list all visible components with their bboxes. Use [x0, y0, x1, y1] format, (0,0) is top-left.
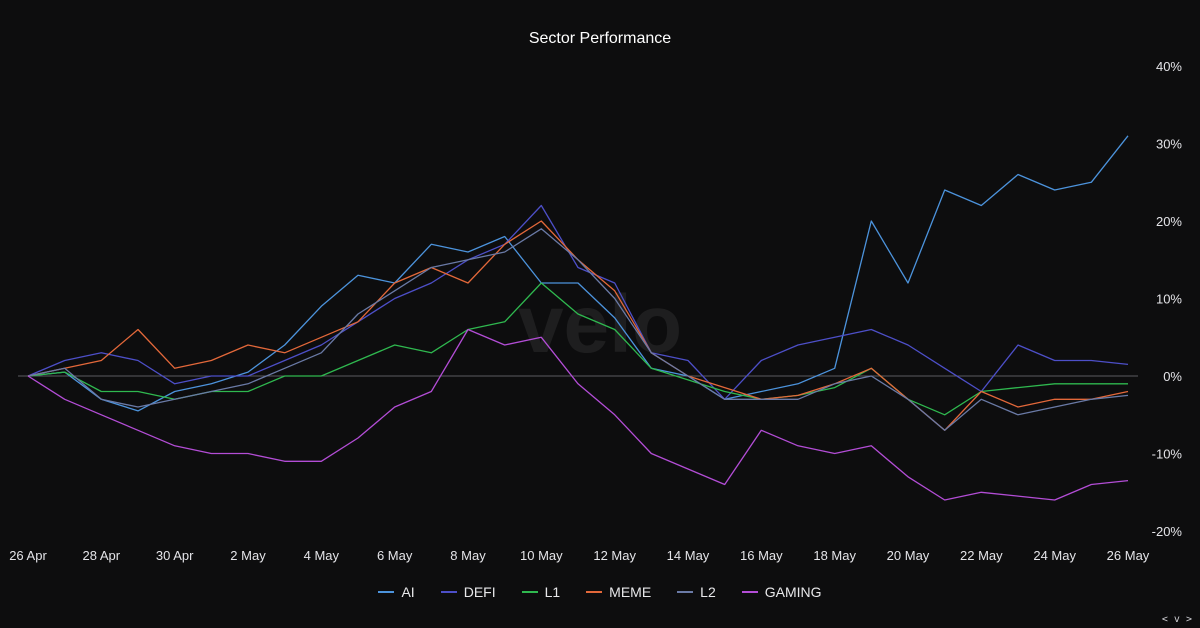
x-axis: 26 Apr 28 Apr 30 Apr 2 May 4 May 6 May 8 May 10… — [9, 548, 1150, 563]
chart-title: Sector Performance — [529, 30, 671, 47]
legend-swatch — [741, 591, 758, 593]
y-tick-label: -10% — [1152, 447, 1183, 462]
y-tick-label: 30% — [1156, 137, 1182, 152]
legend-swatch — [440, 591, 457, 593]
legend-label: AI — [401, 584, 415, 600]
legend-item-ai[interactable]: AI — [378, 584, 415, 600]
series-line-defi — [27, 204, 1129, 400]
x-tick-label: 16 May — [740, 548, 783, 563]
y-axis: 40% 30% 20% 10% 0% -10% -20% — [1152, 59, 1183, 539]
x-tick-label: 28 Apr — [83, 548, 121, 563]
x-tick-label: 6 May — [377, 548, 413, 563]
legend: AI DEFI L1 MEME L2 GAMING — [0, 584, 1200, 600]
legend-item-l2[interactable]: L2 — [677, 584, 716, 600]
x-tick-label: 10 May — [520, 548, 563, 563]
series-line-ai — [27, 135, 1129, 412]
x-tick-label: 26 May — [1107, 548, 1150, 563]
x-tick-label: 8 May — [450, 548, 486, 563]
legend-item-defi[interactable]: DEFI — [440, 584, 496, 600]
series-line-gaming — [27, 328, 1129, 501]
legend-swatch — [378, 591, 395, 593]
y-tick-label: 40% — [1156, 59, 1182, 74]
legend-label: L1 — [544, 584, 561, 600]
plot-area — [18, 135, 1138, 501]
x-tick-label: 20 May — [887, 548, 930, 563]
x-tick-label: 18 May — [813, 548, 856, 563]
legend-swatch — [677, 591, 694, 593]
y-tick-label: 20% — [1156, 214, 1182, 229]
legend-label: L2 — [700, 584, 716, 600]
x-tick-label: 30 Apr — [156, 548, 194, 563]
legend-swatch — [586, 591, 603, 593]
legend-item-l1[interactable]: L1 — [521, 584, 561, 600]
x-tick-label: 4 May — [304, 548, 340, 563]
legend-label: GAMING — [764, 584, 822, 600]
chart-nav-control[interactable]: < v > — [1161, 614, 1192, 625]
y-tick-label: -20% — [1152, 524, 1183, 539]
series-line-l2 — [27, 228, 1129, 431]
x-tick-label: 14 May — [667, 548, 710, 563]
legend-label: DEFI — [463, 584, 496, 600]
y-tick-label: 0% — [1163, 369, 1182, 384]
legend-label: MEME — [609, 584, 652, 600]
y-tick-label: 10% — [1156, 292, 1182, 307]
x-tick-label: 26 Apr — [9, 548, 47, 563]
legend-item-gaming[interactable]: GAMING — [741, 584, 822, 600]
x-tick-label: 12 May — [593, 548, 636, 563]
x-tick-label: 22 May — [960, 548, 1003, 563]
legend-swatch — [521, 591, 538, 593]
legend-item-meme[interactable]: MEME — [586, 584, 651, 600]
x-tick-label: 24 May — [1033, 548, 1076, 563]
x-tick-label: 2 May — [230, 548, 266, 563]
